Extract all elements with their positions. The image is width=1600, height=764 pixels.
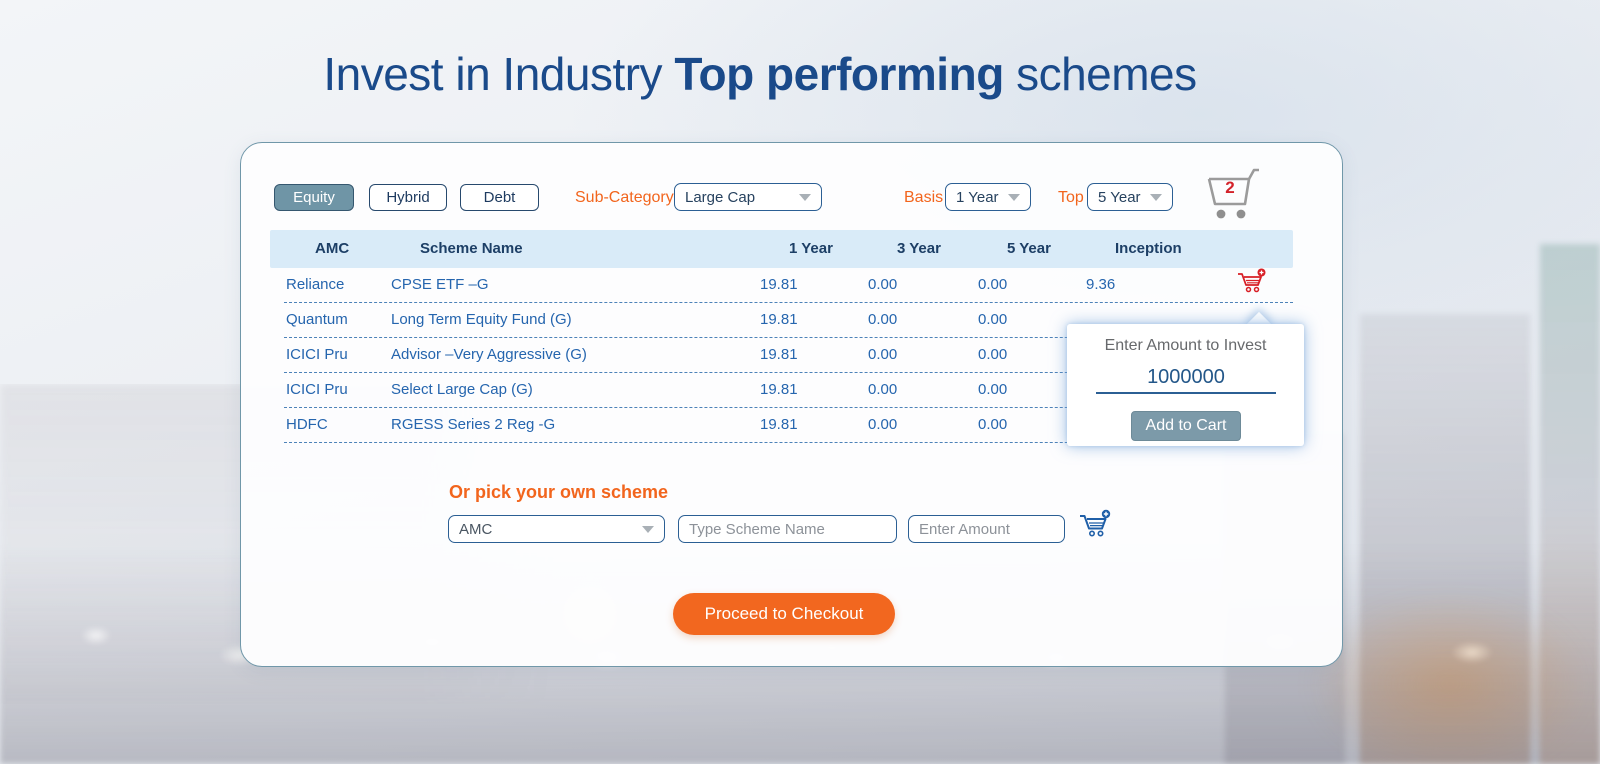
schemes-table: Reliance CPSE ETF –G 19.81 0.00 0.00 9.3… <box>284 268 1293 453</box>
schemes-card: Equity Hybrid Debt Sub-Category Large Ca… <box>240 142 1343 667</box>
chevron-down-icon <box>1150 193 1162 201</box>
basis-value: 1 Year <box>956 188 999 206</box>
top-value: 5 Year <box>1098 188 1141 206</box>
inception-cell: 9.36 <box>1086 276 1116 293</box>
amount-field[interactable] <box>908 515 1065 543</box>
sub-category-select[interactable]: Large Cap <box>674 183 822 211</box>
basis-select[interactable]: 1 Year <box>945 183 1031 211</box>
col-header-1year: 1 Year <box>789 240 833 257</box>
5year-cell: 0.00 <box>978 346 1008 363</box>
col-header-3year: 3 Year <box>897 240 941 257</box>
table-row: ICICI Pru Select Large Cap (G) 19.81 0.0… <box>284 373 1293 408</box>
chevron-down-icon <box>642 525 654 533</box>
amc-cell: ICICI Pru <box>286 346 348 363</box>
amc-cell: ICICI Pru <box>286 381 348 398</box>
amc-cell: Reliance <box>286 276 345 293</box>
add-to-cart-button[interactable]: Add to Cart <box>1131 411 1241 441</box>
sub-category-value: Large Cap <box>685 188 756 206</box>
table-row: HDFC RGESS Series 2 Reg -G 19.81 0.00 0.… <box>284 408 1293 443</box>
title-light-1: Invest in Industry <box>323 48 675 100</box>
sub-category-label: Sub-Category <box>575 189 674 206</box>
1year-cell: 19.81 <box>760 381 798 398</box>
col-header-inception: Inception <box>1115 240 1182 257</box>
scheme-name-input[interactable] <box>678 515 897 543</box>
col-header-scheme: Scheme Name <box>420 240 523 257</box>
basis-label: Basis <box>904 189 944 206</box>
1year-cell: 19.81 <box>760 346 798 363</box>
table-row: ICICI Pru Advisor –Very Aggressive (G) 1… <box>284 338 1293 373</box>
add-own-scheme-cart-icon[interactable] <box>1079 509 1111 539</box>
amc-cell: HDFC <box>286 416 328 433</box>
3year-cell: 0.00 <box>868 276 898 293</box>
col-header-5year: 5 Year <box>1007 240 1051 257</box>
top-select[interactable]: 5 Year <box>1087 183 1173 211</box>
3year-cell: 0.00 <box>868 346 898 363</box>
5year-cell: 0.00 <box>978 416 1008 433</box>
title-bold: Top performing <box>674 48 1004 100</box>
table-row: Quantum Long Term Equity Fund (G) 19.81 … <box>284 303 1293 338</box>
col-header-amc: AMC <box>315 240 350 257</box>
shopping-cart-icon <box>1207 168 1259 219</box>
amc-cell: Quantum <box>286 311 348 328</box>
1year-cell: 19.81 <box>760 416 798 433</box>
cart-count-badge: 2 <box>1225 178 1235 197</box>
chevron-down-icon <box>1008 193 1020 201</box>
3year-cell: 0.00 <box>868 416 898 433</box>
enter-amount-popup: Enter Amount to Invest Add to Cart <box>1067 324 1304 446</box>
cart-icon[interactable]: 2 <box>1199 167 1261 223</box>
3year-cell: 0.00 <box>868 311 898 328</box>
tab-hybrid[interactable]: Hybrid <box>369 184 447 211</box>
table-header: AMC Scheme Name 1 Year 3 Year 5 Year Inc… <box>270 230 1293 268</box>
5year-cell: 0.00 <box>978 276 1008 293</box>
top-label: Top <box>1058 189 1084 206</box>
title-light-2: schemes <box>1003 48 1197 100</box>
3year-cell: 0.00 <box>868 381 898 398</box>
scheme-cell: CPSE ETF –G <box>391 276 489 293</box>
amount-input[interactable] <box>1096 364 1276 394</box>
add-to-cart-icon[interactable] <box>1237 268 1267 302</box>
5year-cell: 0.00 <box>978 311 1008 328</box>
5year-cell: 0.00 <box>978 381 1008 398</box>
amc-select-value: AMC <box>459 520 493 538</box>
proceed-to-checkout-button[interactable]: Proceed to Checkout <box>673 593 895 635</box>
scheme-cell: RGESS Series 2 Reg -G <box>391 416 556 433</box>
chevron-down-icon <box>799 193 811 201</box>
scheme-cell: Select Large Cap (G) <box>391 381 533 398</box>
tab-equity[interactable]: Equity <box>274 184 354 211</box>
scheme-cell: Advisor –Very Aggressive (G) <box>391 346 587 363</box>
pick-own-scheme-heading: Or pick your own scheme <box>449 482 669 502</box>
1year-cell: 19.81 <box>760 276 798 293</box>
amc-select[interactable]: AMC <box>448 515 665 543</box>
table-row: Reliance CPSE ETF –G 19.81 0.00 0.00 9.3… <box>284 268 1293 303</box>
scheme-cell: Long Term Equity Fund (G) <box>391 311 572 328</box>
page-title: Invest in Industry Top performing scheme… <box>0 47 1520 101</box>
1year-cell: 19.81 <box>760 311 798 328</box>
popup-title: Enter Amount to Invest <box>1104 337 1267 354</box>
tab-debt[interactable]: Debt <box>460 184 539 211</box>
